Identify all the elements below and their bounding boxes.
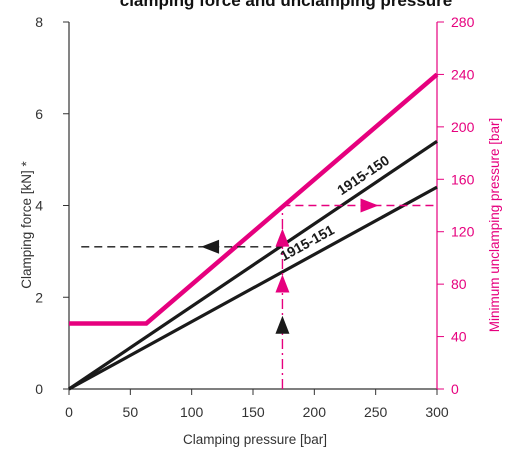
y-tick-label: 2: [35, 289, 43, 305]
y-tick-label: 8: [35, 14, 43, 30]
y2-tick-label: 40: [451, 329, 467, 345]
y2-tick-label: 160: [451, 171, 475, 187]
chart-title: clamping force and unclamping pressure: [120, 0, 453, 10]
arrow-right-pink: [360, 198, 379, 213]
x-tick-label: 200: [303, 404, 327, 420]
left-ticks: 0 2 4 6 8: [35, 14, 69, 397]
series-group: [68, 72, 439, 391]
arrow-up-black: [275, 315, 290, 334]
series-line-unclamping-pressure: [69, 72, 439, 326]
series-line-1915-150: [68, 139, 438, 391]
x-tick-label: 50: [123, 404, 139, 420]
y2-tick-label: 0: [451, 381, 459, 397]
x-tick-label: 0: [65, 404, 73, 420]
right-ticks: 0 40 80 120 160 200 240 280: [437, 14, 475, 397]
arrow-up-pink-lower: [275, 274, 290, 293]
y2-axis-title: Minimum unclamping pressure [bar]: [487, 118, 502, 333]
bottom-ticks: 0 50 100 150 200 250 300: [65, 389, 449, 420]
x-tick-label: 300: [425, 404, 449, 420]
y-axis-title: Clamping force [kN] *: [19, 160, 34, 288]
arrow-up-pink-upper: [275, 228, 290, 247]
axes: [68, 22, 438, 390]
y2-tick-label: 280: [451, 14, 475, 30]
y2-tick-label: 200: [451, 119, 475, 135]
series-line-1915-151: [68, 185, 438, 391]
y2-tick-label: 240: [451, 66, 475, 82]
y2-tick-label: 80: [451, 276, 467, 292]
arrow-left-black: [201, 239, 220, 254]
y-tick-label: 4: [35, 198, 43, 214]
y2-tick-label: 120: [451, 224, 475, 240]
y-tick-label: 0: [35, 381, 43, 397]
x-axis-title: Clamping pressure [bar]: [183, 432, 327, 447]
annotation-group: [81, 198, 437, 389]
x-tick-label: 100: [180, 404, 204, 420]
x-tick-label: 150: [241, 404, 265, 420]
x-tick-label: 250: [364, 404, 388, 420]
y-tick-label: 6: [35, 106, 43, 122]
